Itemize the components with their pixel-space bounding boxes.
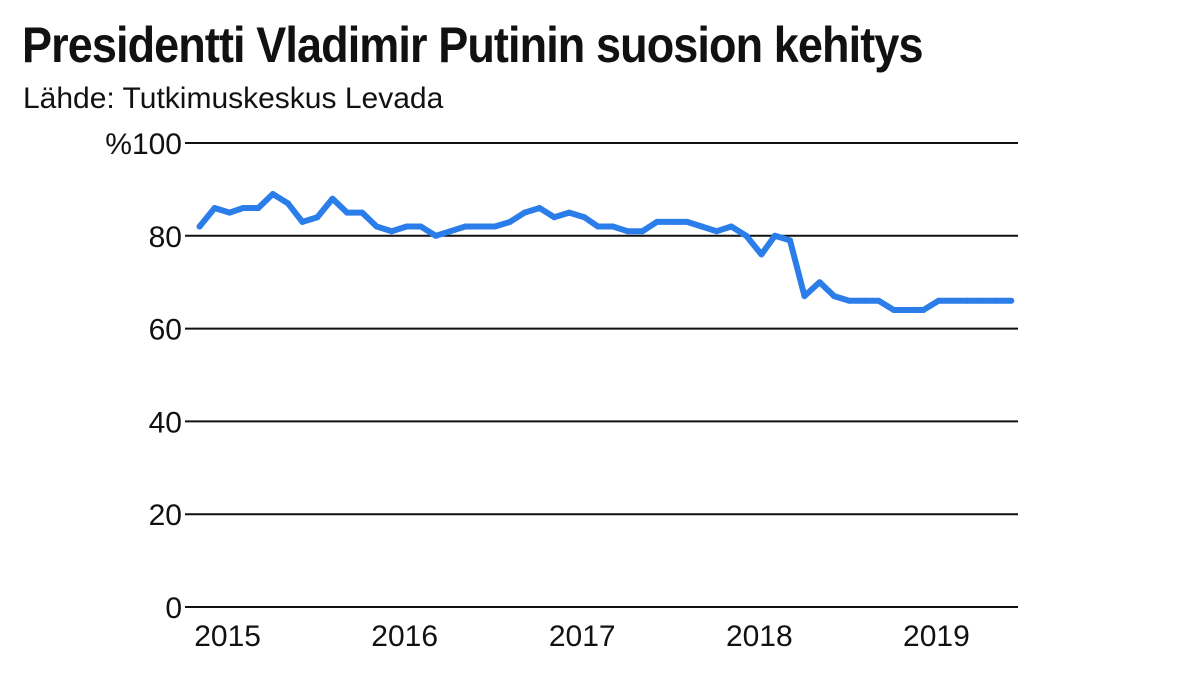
data-point — [432, 232, 439, 239]
data-point — [226, 209, 233, 216]
data-point — [329, 195, 336, 202]
data-point — [507, 218, 513, 225]
data-point — [905, 307, 912, 313]
chart-title: Presidentti Vladimir Putinin suosion keh… — [22, 17, 923, 73]
data-point — [801, 293, 808, 300]
data-point — [492, 223, 498, 230]
data-point — [551, 214, 558, 221]
data-point — [787, 237, 793, 244]
x-tick-label: 2019 — [903, 620, 970, 653]
data-point — [477, 223, 483, 230]
data-point — [771, 232, 778, 239]
data-point — [978, 297, 985, 304]
x-tick-label: 2018 — [726, 620, 793, 653]
data-point — [462, 223, 469, 230]
data-point — [654, 218, 660, 225]
data-point — [639, 228, 646, 235]
data-point — [964, 297, 971, 304]
data-point — [536, 205, 543, 211]
data-point — [669, 218, 676, 225]
gridlines — [185, 142, 1018, 608]
data-point — [920, 307, 927, 313]
data-point — [713, 228, 720, 235]
y-tick-label: 0 — [165, 592, 182, 625]
data-point — [743, 232, 750, 239]
data-point — [417, 223, 424, 230]
data-point — [993, 297, 1000, 304]
data-point — [684, 218, 691, 225]
data-point — [831, 293, 838, 300]
data-point — [594, 223, 601, 230]
data-point — [284, 200, 291, 207]
data-point — [314, 214, 321, 221]
data-point — [816, 279, 823, 286]
x-tick-label: 2015 — [194, 620, 261, 653]
data-point — [861, 297, 868, 304]
data-point — [698, 223, 705, 230]
x-axis-tick-labels: 2015 2016 2017 2018 2019 — [194, 620, 970, 653]
data-point — [728, 223, 735, 230]
y-tick-label: 40 — [149, 406, 182, 439]
data-point — [240, 205, 247, 211]
y-tick-label: %100 — [105, 128, 182, 161]
y-tick-label: 80 — [149, 221, 182, 254]
data-point — [447, 228, 454, 235]
data-point — [875, 297, 882, 304]
series-layer — [196, 191, 1015, 313]
data-point — [846, 297, 853, 304]
data-point — [344, 209, 350, 216]
data-point — [949, 297, 955, 304]
y-tick-label: 20 — [149, 499, 182, 532]
series-line — [196, 191, 1015, 313]
data-point — [935, 297, 942, 304]
data-point — [521, 209, 528, 216]
data-point — [359, 209, 366, 216]
data-point — [299, 218, 306, 225]
data-point — [211, 205, 218, 211]
data-point — [269, 191, 276, 197]
data-point — [403, 223, 410, 230]
y-tick-label: 60 — [149, 314, 182, 347]
data-point — [388, 228, 395, 235]
data-point — [890, 307, 897, 313]
x-tick-label: 2017 — [549, 620, 616, 653]
data-point — [624, 228, 631, 235]
data-point — [758, 251, 765, 258]
data-point — [196, 223, 203, 230]
data-point — [1008, 297, 1015, 304]
data-point — [609, 223, 616, 230]
x-tick-label: 2016 — [371, 620, 438, 653]
data-point — [373, 223, 380, 230]
chart-subtitle: Lähde: Tutkimuskeskus Levada — [23, 82, 444, 115]
data-point — [581, 214, 588, 221]
y-axis-tick-labels: 0 20 40 60 80 %100 — [105, 128, 182, 625]
data-point — [566, 209, 573, 216]
data-point — [255, 205, 262, 211]
